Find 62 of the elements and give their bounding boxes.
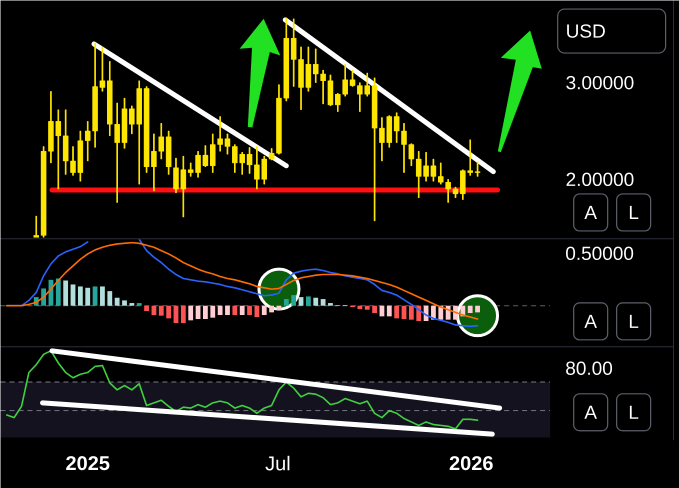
candlestick: [261, 156, 268, 184]
x-tick-label: 2026: [450, 456, 493, 470]
annotation: 80.00: [566, 361, 612, 375]
bar: [298, 297, 304, 306]
bar: [254, 306, 260, 317]
bar: [269, 306, 274, 312]
bar: [232, 306, 238, 315]
bar: [129, 303, 134, 306]
y-tick-label: 3.00000: [566, 76, 634, 90]
bar: [166, 306, 172, 318]
bar: [158, 306, 164, 316]
y-tick-label: 2.00000: [566, 172, 634, 186]
bar: [394, 306, 400, 318]
bar: [107, 291, 112, 306]
bar: [78, 286, 83, 306]
bar: [225, 306, 230, 315]
bar: [180, 306, 186, 323]
bar: [196, 306, 200, 319]
bar: [247, 306, 252, 315]
annotation: A: [584, 314, 597, 328]
bar: [114, 298, 120, 306]
bar: [284, 299, 289, 306]
annotation: A: [584, 406, 597, 419]
bar: [48, 280, 54, 306]
bar: [386, 306, 392, 316]
bar: [468, 306, 473, 313]
bar: [188, 306, 194, 320]
bar: [372, 306, 377, 313]
bar: [291, 295, 296, 306]
annotation: 0.50000: [566, 246, 634, 260]
bar: [144, 306, 149, 311]
bar: [402, 306, 406, 319]
bar: [320, 299, 326, 306]
bar: [92, 286, 98, 306]
annotation: USD: [567, 24, 605, 38]
bar: [174, 306, 178, 323]
bar: [328, 303, 333, 306]
bar: [380, 306, 384, 316]
x-tick-label: Jul: [265, 456, 290, 470]
bar: [357, 306, 362, 309]
bar: [152, 306, 156, 315]
x-tick-label: 2025: [66, 456, 110, 470]
annotation: L: [630, 314, 638, 328]
bar: [70, 284, 76, 306]
annotation: A: [584, 206, 597, 219]
annotation: L: [630, 206, 638, 219]
bar: [475, 306, 480, 312]
bar: [306, 296, 311, 306]
bar: [276, 306, 282, 310]
bar: [262, 306, 267, 315]
bar: [100, 286, 105, 306]
bar: [210, 306, 216, 318]
candlestick: [166, 130, 172, 175]
bar: [203, 306, 208, 319]
bar: [122, 300, 127, 306]
bar: [364, 306, 370, 310]
bar: [218, 306, 223, 315]
bar: [85, 288, 90, 306]
annotation: L: [630, 406, 638, 419]
bar: [408, 306, 414, 320]
bar: [240, 306, 245, 315]
bar: [63, 280, 68, 306]
